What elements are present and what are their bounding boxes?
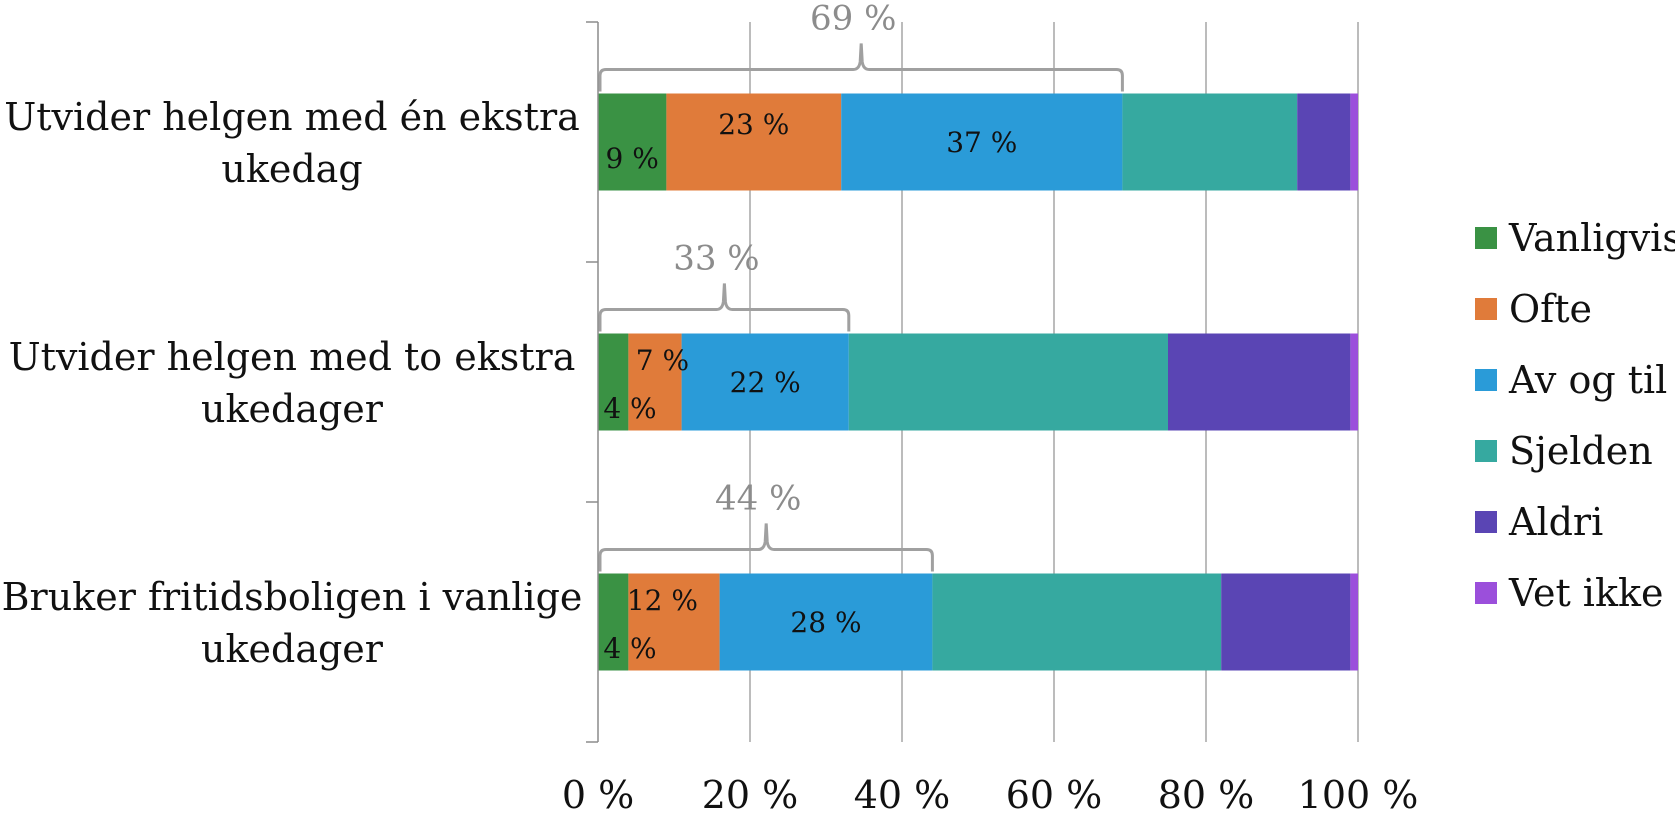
- bar-segment: [1350, 573, 1358, 671]
- x-tick-label: 80 %: [1158, 773, 1255, 817]
- x-tick-label: 40 %: [854, 773, 951, 817]
- category-label: ukedager: [201, 387, 384, 431]
- bracket: [598, 43, 1124, 92]
- category-label: Utvider helgen med én ekstra: [4, 95, 580, 139]
- bracket-label: 69 %: [810, 0, 896, 39]
- bracket-label: 33 %: [673, 239, 759, 279]
- bar-segment: [598, 333, 629, 431]
- category-label: ukedager: [201, 627, 384, 671]
- legend-label: Sjelden: [1509, 429, 1653, 473]
- legend-swatch: [1475, 440, 1497, 462]
- bar-segment: [841, 93, 1123, 191]
- bar-segment: [666, 93, 842, 191]
- data-label: 4 %: [603, 392, 656, 425]
- bar-segment: [932, 573, 1222, 671]
- legend-label: Vet ikke: [1508, 571, 1664, 615]
- category-label: Utvider helgen med to ekstra: [9, 335, 576, 379]
- legend-swatch: [1475, 298, 1497, 320]
- legend-swatch: [1475, 227, 1497, 249]
- bracket: [598, 523, 934, 572]
- bar-segment: [1350, 93, 1358, 191]
- data-label: 7 %: [636, 344, 689, 377]
- x-tick-label: 60 %: [1006, 773, 1103, 817]
- x-tick-label: 100 %: [1298, 773, 1419, 817]
- bars-layer: [598, 93, 1358, 671]
- data-label: 4 %: [603, 632, 656, 665]
- axis-layer: 0 % 20 % 40 % 60 % 80 % 100 %: [562, 21, 1419, 817]
- bracket-label: 44 %: [715, 479, 801, 519]
- bar-segment: [1350, 333, 1358, 431]
- bar-segment: [681, 333, 849, 431]
- legend-label: Av og til: [1508, 358, 1667, 402]
- bar-segment: [1221, 573, 1351, 671]
- category-label: Bruker fritidsboligen i vanlige: [2, 575, 583, 619]
- bar-segment: [1297, 93, 1351, 191]
- bar-segment: [719, 573, 933, 671]
- bar-segment: [1168, 333, 1351, 431]
- bar-segment: [628, 573, 720, 671]
- data-label: 9 %: [606, 142, 659, 175]
- bar-segment: [598, 93, 667, 191]
- x-tick-label: 20 %: [702, 773, 799, 817]
- labels-layer: 9 % 23 % 37 % Utvider helgen med én ekstra u…: [2, 0, 1124, 671]
- legend-label: Vanligvis: [1508, 216, 1675, 260]
- bar-segment: [848, 333, 1168, 431]
- legend-label: Ofte: [1509, 287, 1592, 331]
- bracket: [598, 283, 851, 332]
- legend-swatch: [1475, 511, 1497, 533]
- category-label: ukedag: [221, 147, 362, 191]
- legend: Vanligvis Ofte Av og til Sjelden Aldri Vet ik…: [1475, 216, 1675, 615]
- legend-swatch: [1475, 582, 1497, 604]
- bar-segment: [628, 333, 682, 431]
- bar-segment: [598, 573, 629, 671]
- x-tick-label: 0 %: [562, 773, 634, 817]
- legend-label: Aldri: [1508, 500, 1603, 544]
- data-label: 37 %: [946, 126, 1017, 159]
- data-label: 22 %: [730, 366, 801, 399]
- data-label: 12 %: [627, 584, 698, 617]
- data-label: 28 %: [790, 606, 861, 639]
- legend-swatch: [1475, 369, 1497, 391]
- bar-segment: [1122, 93, 1298, 191]
- data-label: 23 %: [718, 108, 789, 141]
